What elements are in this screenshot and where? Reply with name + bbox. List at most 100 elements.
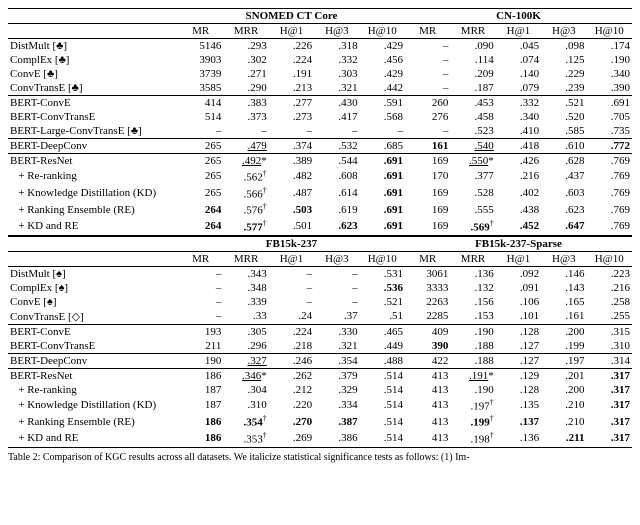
table-caption: Table 2: Comparison of KGC results acros… [8, 452, 632, 463]
cell-value: .296 [223, 339, 268, 354]
group-header-1: FB15k-237 [178, 236, 405, 251]
cell-value: .092 [496, 266, 541, 281]
cell-value: .438 [496, 201, 541, 218]
cell-value: .340 [496, 110, 541, 124]
cell-value: .417 [314, 110, 359, 124]
col-header: H@1 [496, 251, 541, 266]
cell-value: .190 [450, 324, 495, 339]
cell-value: .691 [587, 96, 632, 111]
cell-value: .691 [360, 168, 405, 185]
cell-value: – [360, 124, 405, 139]
model-name: DistMult [♠] [8, 266, 178, 281]
table-row: SNOMED CT Core CN-100K [8, 9, 632, 24]
cell-value: .691 [360, 185, 405, 202]
cell-value: 190 [178, 353, 223, 368]
table-row: + Knowledge Distillation (KD)187.310.220… [8, 397, 632, 414]
cell-value: .114 [450, 53, 495, 67]
model-name: + Knowledge Distillation (KD) [8, 397, 178, 414]
cell-value: .514 [360, 430, 405, 447]
cell-value: .197† [450, 397, 495, 414]
cell-value: .223 [587, 266, 632, 281]
cell-value: .769 [587, 201, 632, 218]
cell-value: – [405, 81, 450, 96]
cell-value: .262 [269, 368, 314, 383]
cell-value: .453 [450, 96, 495, 111]
cell-value: .137 [496, 413, 541, 430]
table-row: MRMRRH@1H@3H@10MRMRRH@1H@3H@10 [8, 251, 632, 266]
table-row: ComplEx [♣]3903.302.224.332.456–.114.074… [8, 53, 632, 67]
model-name: BERT-ResNet [8, 368, 178, 383]
cell-value: .329 [314, 383, 359, 397]
cell-value: .304 [223, 383, 268, 397]
cell-value: .199† [450, 413, 495, 430]
cell-value: 169 [405, 201, 450, 218]
model-name: ConvTransE [♣] [8, 81, 178, 96]
model-name: ComplEx [♠] [8, 281, 178, 295]
cell-value: .293 [223, 39, 268, 54]
cell-value: .51 [360, 309, 405, 325]
cell-value: .074 [496, 53, 541, 67]
cell-value: 3739 [178, 67, 223, 81]
cell-value: .330 [314, 324, 359, 339]
cell-value: .426 [496, 154, 541, 169]
col-header: H@10 [360, 24, 405, 39]
cell-value: .136 [496, 430, 541, 447]
cell-value: .410 [496, 124, 541, 139]
cell-value: .315 [587, 324, 632, 339]
table-row: DistMult [♣]5146.293.226.318.429–.090.04… [8, 39, 632, 54]
cell-value: .348 [223, 281, 268, 295]
table-row: ConvE [♠]–.339––.5212263.156.106.165.258 [8, 295, 632, 309]
cell-value: .334 [314, 397, 359, 414]
cell-value: 265 [178, 185, 223, 202]
model-name: BERT-ConvE [8, 96, 178, 111]
cell-value: .129 [496, 368, 541, 383]
cell-value: .317 [587, 430, 632, 447]
cell-value: .045 [496, 39, 541, 54]
cell-value: .290 [223, 81, 268, 96]
cell-value: 413 [405, 413, 450, 430]
table-row: BERT-ConvTransE514.373.273.417.568276.45… [8, 110, 632, 124]
cell-value: .386 [314, 430, 359, 447]
cell-value: .128 [496, 324, 541, 339]
cell-value: .379 [314, 368, 359, 383]
cell-value: 409 [405, 324, 450, 339]
cell-value: .566† [223, 185, 268, 202]
cell-value: .187 [450, 81, 495, 96]
cell-value: .555 [450, 201, 495, 218]
cell-value: .199 [541, 339, 586, 354]
cell-value: .488 [360, 353, 405, 368]
cell-value: .269 [269, 430, 314, 447]
cell-value: – [405, 39, 450, 54]
cell-value: .146 [541, 266, 586, 281]
cell-value: – [178, 309, 223, 325]
cell-value: .209 [450, 67, 495, 81]
cell-value: .536 [360, 281, 405, 295]
model-name: + Re-ranking [8, 383, 178, 397]
cell-value: 264 [178, 218, 223, 235]
cell-value: .161 [541, 309, 586, 325]
model-name: BERT-DeepConv [8, 353, 178, 368]
cell-value: .201 [541, 368, 586, 383]
top-table: SNOMED CT Core CN-100K MRMRRH@1H@3H@10MR… [8, 8, 632, 236]
cell-value: .136 [450, 266, 495, 281]
cell-value: .705 [587, 110, 632, 124]
cell-value: 169 [405, 154, 450, 169]
cell-value: .24 [269, 309, 314, 325]
table-row: BERT-Large-ConvTransE [♣]––––––.523.410.… [8, 124, 632, 139]
cell-value: 260 [405, 96, 450, 111]
cell-value: .143 [541, 281, 586, 295]
cell-value: 186 [178, 430, 223, 447]
col-header: MRR [450, 24, 495, 39]
cell-value: .514 [360, 368, 405, 383]
cell-value: .317 [587, 383, 632, 397]
cell-value: .603 [541, 185, 586, 202]
cell-value: 161 [405, 139, 450, 154]
cell-value: .576† [223, 201, 268, 218]
table-row: BERT-ResNet186.346*.262.379.514413.191*.… [8, 368, 632, 383]
cell-value: .691 [360, 154, 405, 169]
cell-value: .140 [496, 67, 541, 81]
cell-value: .273 [269, 110, 314, 124]
cell-value: .585 [541, 124, 586, 139]
model-name: ConvE [♣] [8, 67, 178, 81]
cell-value: .544 [314, 154, 359, 169]
